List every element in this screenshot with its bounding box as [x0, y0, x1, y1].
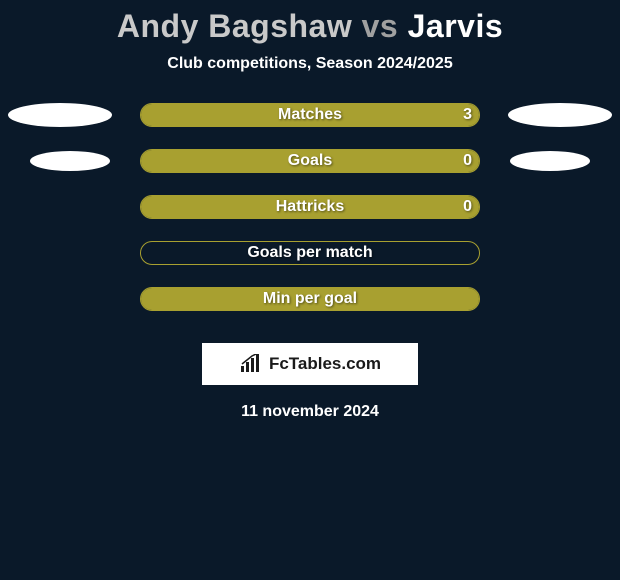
stat-label: Goals — [140, 149, 480, 173]
ellipse-left — [30, 151, 110, 171]
chart-area: Matches3Goals0Hattricks0Goals per matchM… — [0, 103, 620, 333]
stat-label: Matches — [140, 103, 480, 127]
date-text: 11 november 2024 — [0, 403, 620, 421]
subtitle: Club competitions, Season 2024/2025 — [0, 55, 620, 73]
stat-value: 0 — [463, 149, 472, 173]
ellipse-left — [8, 103, 112, 127]
stat-value: 3 — [463, 103, 472, 127]
comparison-infographic: Andy Bagshaw vs Jarvis Club competitions… — [0, 0, 620, 421]
stat-value: 0 — [463, 195, 472, 219]
chart-icon — [239, 354, 263, 374]
stat-row: Hattricks0 — [0, 195, 620, 241]
logo-text: FcTables.com — [269, 354, 381, 374]
ellipse-right — [510, 151, 590, 171]
ellipse-right — [508, 103, 612, 127]
stat-label: Hattricks — [140, 195, 480, 219]
player2-name: Jarvis — [408, 8, 504, 44]
logo-box: FcTables.com — [202, 343, 418, 385]
player1-name: Andy Bagshaw — [117, 8, 352, 44]
stat-row: Min per goal — [0, 287, 620, 333]
stat-row: Goals per match — [0, 241, 620, 287]
stat-label: Goals per match — [140, 241, 480, 265]
stat-row: Matches3 — [0, 103, 620, 149]
vs-text: vs — [362, 8, 399, 44]
stat-row: Goals0 — [0, 149, 620, 195]
stat-label: Min per goal — [140, 287, 480, 311]
page-title: Andy Bagshaw vs Jarvis — [0, 8, 620, 45]
